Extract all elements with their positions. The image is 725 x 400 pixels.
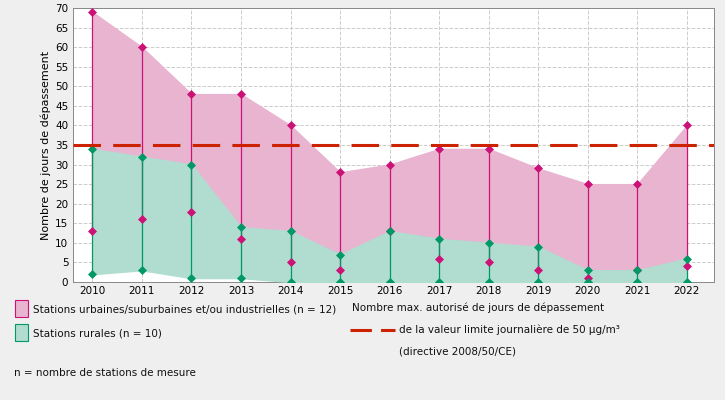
Text: (directive 2008/50/CE): (directive 2008/50/CE) <box>399 347 515 357</box>
Text: de la valeur limite journalière de 50 μg/m³: de la valeur limite journalière de 50 μg… <box>399 325 620 335</box>
Text: n = nombre de stations de mesure: n = nombre de stations de mesure <box>14 368 196 378</box>
Y-axis label: Nombre de jours de dépassement: Nombre de jours de dépassement <box>41 50 51 240</box>
Text: Nombre max. autorisé de jours de dépassement: Nombre max. autorisé de jours de dépasse… <box>352 303 604 313</box>
Text: Stations rurales (n = 10): Stations rurales (n = 10) <box>33 329 162 339</box>
Text: Stations urbaines/suburbaines et/ou industrielles (n = 12): Stations urbaines/suburbaines et/ou indu… <box>33 305 336 315</box>
